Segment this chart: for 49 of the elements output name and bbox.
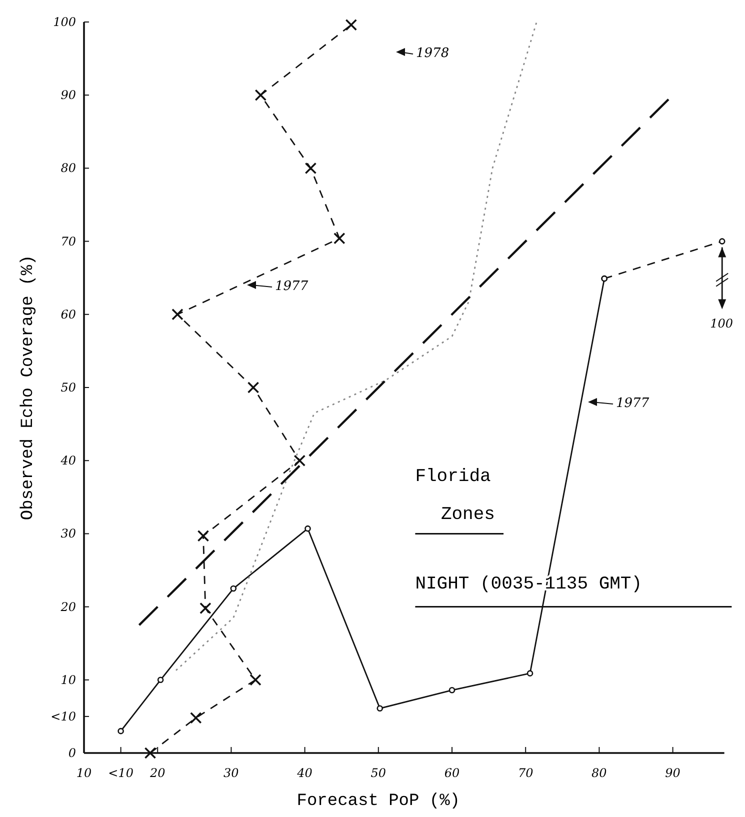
point [333,232,346,244]
y-tick-label: <10 [50,709,76,724]
y-tick-label: 40 [60,454,76,468]
y-tick-label: 20 [60,600,76,614]
y-tick-label: 30 [60,526,76,541]
point [200,602,212,614]
x-tick-label: 10 [76,766,92,780]
x-tick-label: 70 [518,766,534,780]
annotation: 100 [710,316,734,330]
y-tick-label: 70 [60,234,76,248]
y-tick-label: 90 [60,88,76,102]
x-tick-label: 80 [592,766,608,780]
point [247,382,260,394]
point [718,238,726,244]
y-tick-label: 0 [68,746,76,760]
point [304,162,317,174]
x-tick-label: 40 [296,766,313,780]
point [304,525,311,532]
point [230,585,237,592]
point [526,670,534,676]
annotation: 1977 [616,396,650,411]
y-tick-label: 80 [60,161,76,176]
annotation: 1977 [275,279,309,294]
text: Florida Zones [415,467,495,526]
annotation: 1978 [416,46,450,61]
point [448,686,456,694]
point [157,676,164,684]
point [294,454,306,466]
point [197,530,210,542]
point [118,728,124,734]
point [376,705,384,712]
x-axis-title: Forecast PoP (%) [296,792,460,811]
point [250,674,262,686]
y-tick-label: 100 [53,15,76,29]
y-tick-label: 60 [60,307,76,322]
x-tick-label: 90 [665,766,681,780]
point [254,89,267,101]
x-tick-label: 60 [444,766,460,780]
point [144,747,156,759]
point [345,19,358,31]
point [172,308,184,320]
x-tick-label: <10 [108,766,134,780]
y-axis-title: Observed Echo Coverage (%) [19,254,38,520]
point [190,712,202,724]
x-tick-label: 20 [148,766,166,780]
y-tick-label: 10 [60,672,76,687]
x-tick-label: 50 [370,766,386,780]
x-tick-label: 30 [224,766,240,780]
y-tick-label: 50 [60,380,76,394]
